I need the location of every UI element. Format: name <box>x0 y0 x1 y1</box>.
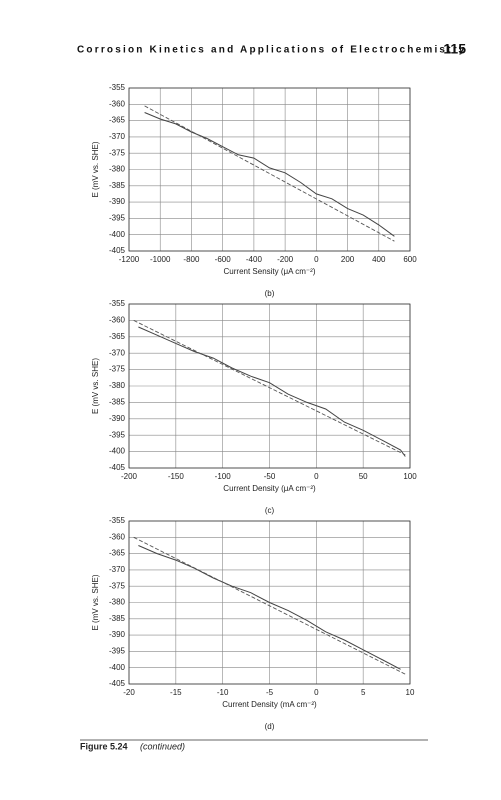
x-tick-label: 200 <box>341 255 355 264</box>
subcaption: (b) <box>265 289 275 298</box>
y-tick-label: -400 <box>109 447 126 456</box>
x-tick-label: -15 <box>170 688 182 697</box>
x-tick-label: 50 <box>359 472 368 481</box>
data-line <box>138 545 401 670</box>
plot-frame <box>128 87 411 252</box>
x-tick-label: -400 <box>246 255 263 264</box>
y-tick-label: -370 <box>109 132 126 141</box>
fit-line <box>133 319 406 456</box>
y-tick-label: -365 <box>109 549 126 558</box>
y-tick-label: -375 <box>109 581 126 590</box>
y-tick-label: -390 <box>109 197 126 206</box>
x-tick-label: 100 <box>403 472 417 481</box>
y-tick-label: -390 <box>109 414 126 423</box>
x-tick-label: -100 <box>215 472 232 481</box>
subcaption: (d) <box>265 722 275 731</box>
x-tick-label: 10 <box>406 688 415 697</box>
x-axis-label: Current Sensity (μA cm⁻²) <box>224 267 316 276</box>
y-tick-label: -375 <box>109 365 126 374</box>
y-tick-label: -355 <box>109 299 126 308</box>
x-tick-label: -200 <box>277 255 294 264</box>
y-tick-label: -370 <box>109 348 126 357</box>
y-tick-label: -405 <box>109 679 126 688</box>
y-tick-label: -365 <box>109 116 126 125</box>
x-tick-label: 0 <box>314 255 319 264</box>
y-axis-label: E (mV vs. SHE) <box>91 141 100 197</box>
x-tick-label: 400 <box>372 255 386 264</box>
x-tick-label: 0 <box>314 688 319 697</box>
y-tick-label: -405 <box>109 246 126 255</box>
x-tick-label: -1200 <box>119 255 140 264</box>
x-tick-label: -200 <box>121 472 138 481</box>
y-tick-label: -400 <box>109 230 126 239</box>
y-tick-label: -360 <box>109 532 126 541</box>
x-tick-label: -800 <box>183 255 200 264</box>
y-axis-label: E (mV vs. SHE) <box>91 574 100 630</box>
x-tick-label: 600 <box>403 255 417 264</box>
y-tick-label: -380 <box>109 165 126 174</box>
y-tick-label: -400 <box>109 663 126 672</box>
x-tick-label: -10 <box>217 688 229 697</box>
x-tick-label: -150 <box>168 472 185 481</box>
y-tick-label: -360 <box>109 316 126 325</box>
y-tick-label: -375 <box>109 148 126 157</box>
y-tick-label: -380 <box>109 381 126 390</box>
running-header: Corrosion Kinetics and Applications of E… <box>77 45 467 56</box>
y-tick-label: -355 <box>109 83 126 92</box>
y-tick-label: -370 <box>109 565 126 574</box>
data-line <box>144 112 395 237</box>
y-tick-label: -385 <box>109 614 126 623</box>
y-tick-label: -365 <box>109 332 126 341</box>
y-tick-label: -385 <box>109 181 126 190</box>
x-tick-label: -600 <box>215 255 232 264</box>
y-tick-label: -395 <box>109 214 126 223</box>
x-axis-label: Current Density (μA cm⁻²) <box>223 484 316 493</box>
y-tick-label: -385 <box>109 398 126 407</box>
x-tick-label: 0 <box>314 472 319 481</box>
y-tick-label: -395 <box>109 430 126 439</box>
x-axis-label: Current Density (mA cm⁻²) <box>222 700 317 709</box>
x-tick-label: -5 <box>266 688 274 697</box>
subcaption: (c) <box>265 506 275 515</box>
figure-caption: (continued) <box>140 741 185 751</box>
x-tick-label: -50 <box>264 472 276 481</box>
data-line <box>138 326 406 457</box>
plot-frame <box>128 303 411 469</box>
fit-line <box>144 105 395 242</box>
y-tick-label: -390 <box>109 630 126 639</box>
y-tick-label: -395 <box>109 647 126 656</box>
y-axis-label: E (mV vs. SHE) <box>91 358 100 414</box>
y-tick-label: -360 <box>109 99 126 108</box>
y-tick-label: -405 <box>109 463 126 472</box>
y-tick-label: -380 <box>109 598 126 607</box>
x-tick-label: -20 <box>123 688 135 697</box>
x-tick-label: 5 <box>361 688 366 697</box>
page-number: 115 <box>443 41 466 57</box>
plot-frame <box>128 520 411 685</box>
y-tick-label: -355 <box>109 516 126 525</box>
figure-label: Figure 5.24 <box>80 741 128 751</box>
fit-line <box>133 536 406 675</box>
x-tick-label: -1000 <box>150 255 171 264</box>
